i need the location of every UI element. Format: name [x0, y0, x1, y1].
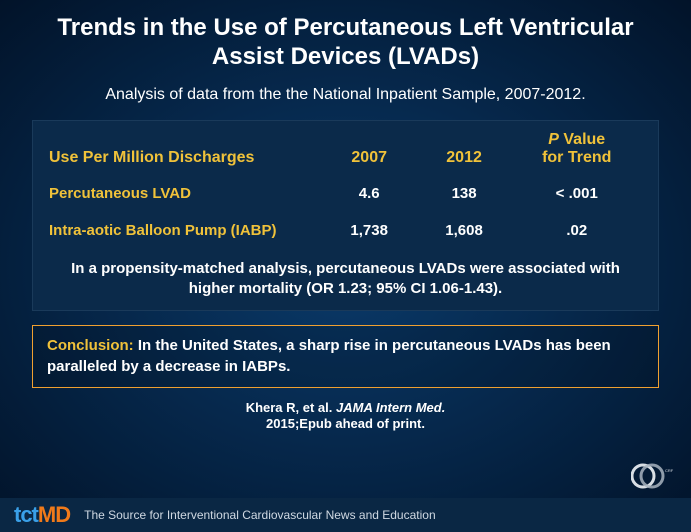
- conclusion-label: Conclusion:: [47, 337, 138, 354]
- citation-journal: JAMA Intern Med.: [336, 400, 445, 415]
- row-p: < .001: [512, 185, 642, 202]
- p-word-value: Value: [563, 131, 605, 148]
- row-v2: 138: [417, 185, 512, 202]
- svg-text:CRF: CRF: [665, 468, 674, 473]
- conclusion-box: Conclusion: In the United States, a shar…: [32, 325, 659, 388]
- row-v1: 1,738: [322, 222, 417, 239]
- col-header-label: Use Per Million Discharges: [49, 149, 322, 167]
- row-p: .02: [512, 222, 642, 239]
- row-v1: 4.6: [322, 185, 417, 202]
- logo-part-tct: tct: [14, 502, 38, 527]
- citation: Khera R, et al. JAMA Intern Med. 2015;Ep…: [28, 400, 663, 433]
- col-header-2007: 2007: [322, 149, 417, 167]
- p-line2: for Trend: [512, 149, 642, 167]
- col-header-2012: 2012: [417, 149, 512, 167]
- row-label: Percutaneous LVAD: [49, 185, 322, 202]
- slide-subtitle: Analysis of data from the the National I…: [28, 86, 663, 104]
- footer-bar: tctMD The Source for Interventional Card…: [0, 498, 691, 532]
- table-footnote: In a propensity-matched analysis, percut…: [49, 259, 642, 298]
- data-table: Use Per Million Discharges 2007 2012 P V…: [32, 120, 659, 312]
- footer-tagline: The Source for Interventional Cardiovasc…: [84, 508, 436, 522]
- tctmd-logo: tctMD: [14, 502, 70, 528]
- citation-line2: 2015;Epub ahead of print.: [28, 416, 663, 432]
- row-label: Intra-aotic Balloon Pump (IABP): [49, 222, 322, 239]
- table-row: Percutaneous LVAD 4.6 138 < .001: [49, 175, 642, 212]
- crf-logo-icon: CRF: [629, 460, 679, 492]
- p-italic: P: [548, 131, 559, 148]
- citation-author: Khera R, et al.: [246, 400, 336, 415]
- row-v2: 1,608: [417, 222, 512, 239]
- slide-title: Trends in the Use of Percutaneous Left V…: [28, 14, 663, 72]
- logo-part-md: MD: [38, 502, 70, 527]
- slide-container: Trends in the Use of Percutaneous Left V…: [0, 0, 691, 532]
- conclusion-text: Conclusion: In the United States, a shar…: [47, 336, 644, 377]
- col-header-pvalue: P Value for Trend: [512, 131, 642, 168]
- table-header-row: Use Per Million Discharges 2007 2012 P V…: [49, 131, 642, 176]
- table-row: Intra-aotic Balloon Pump (IABP) 1,738 1,…: [49, 212, 642, 249]
